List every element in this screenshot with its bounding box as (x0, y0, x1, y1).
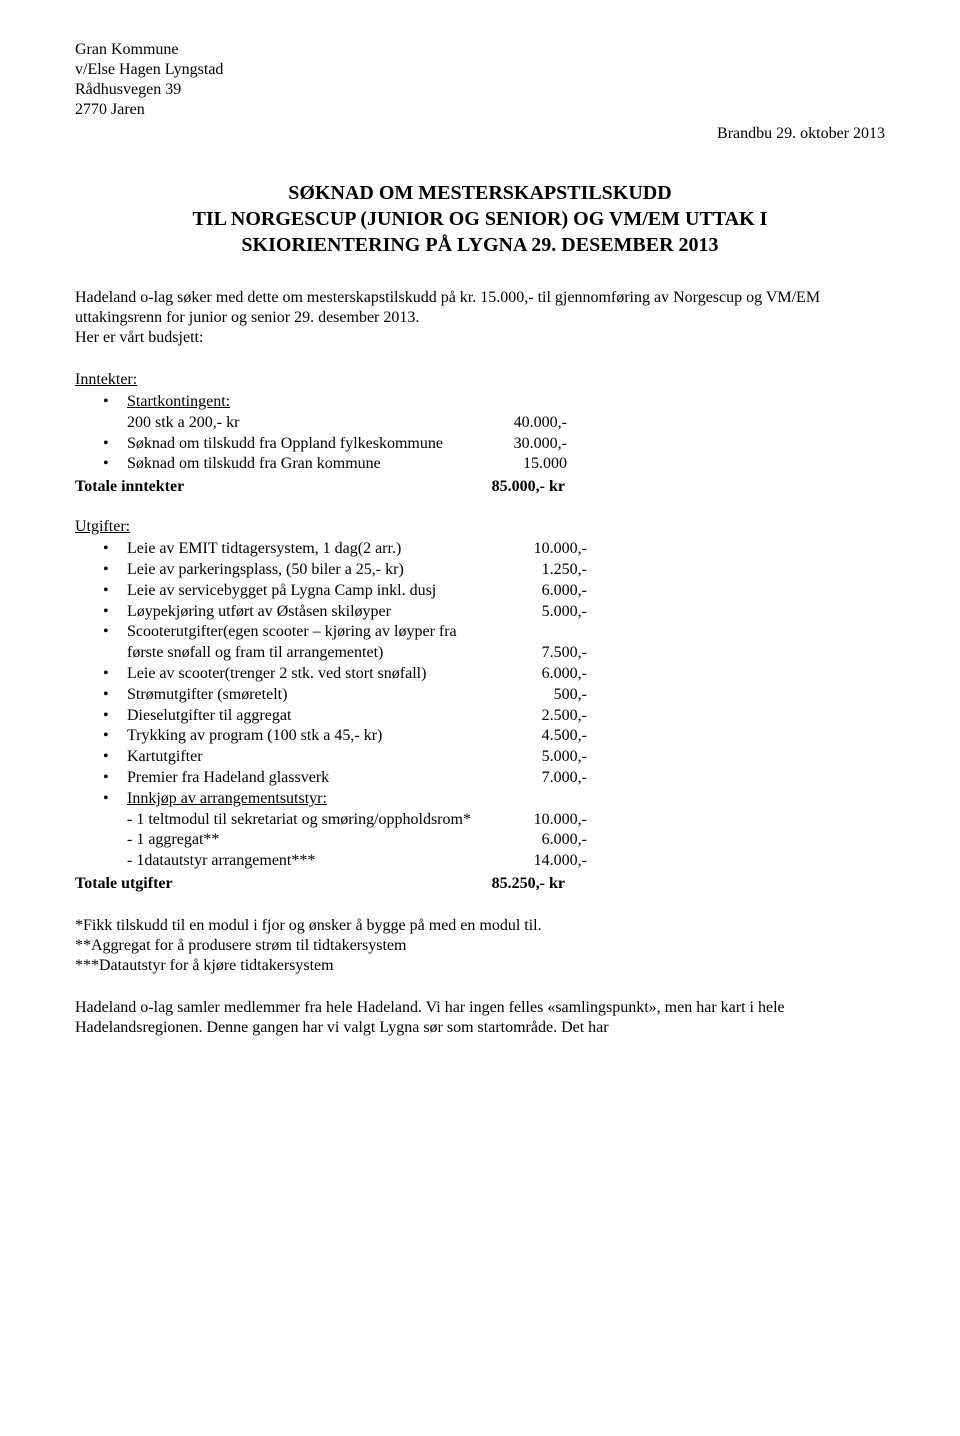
equip1-value: 10.000,- (497, 810, 587, 831)
startkontingent-label: Startkontingent: (127, 393, 230, 410)
expense-label: Leie av parkeringsplass, (50 biler a 25,… (127, 560, 497, 581)
expense-value: 6.000,- (497, 581, 587, 602)
expense-label: Dieselutgifter til aggregat (127, 706, 497, 727)
intro-paragraph: Hadeland o-lag søker med dette om mester… (75, 288, 885, 348)
expense-label: Premier fra Hadeland glassverk (127, 768, 497, 789)
startkontingent-value: 40.000,- (477, 413, 567, 434)
date-place: Brandbu 29. oktober 2013 (75, 124, 885, 144)
startkontingent-sub: 200 stk a 200,- kr (127, 413, 477, 434)
scooter-line1: Scooterutgifter(egen scooter – kjøring a… (127, 623, 457, 640)
list-item: Kartutgifter 5.000,- (103, 747, 885, 768)
oppland-value: 30.000,- (477, 434, 567, 455)
gran-label: Søknad om tilskudd fra Gran kommune (127, 454, 477, 475)
list-item: Trykking av program (100 stk a 45,- kr) … (103, 726, 885, 747)
address-line: v/Else Hagen Lyngstad (75, 60, 885, 80)
intro-text: Hadeland o-lag søker med dette om mester… (75, 289, 820, 326)
expense-value: 6.000,- (497, 664, 587, 685)
title-line: TIL NORGESCUP (JUNIOR OG SENIOR) OG VM/E… (75, 206, 885, 232)
expense-value: 10.000,- (497, 539, 587, 560)
expense-value: 5.000,- (497, 602, 587, 623)
list-item: Premier fra Hadeland glassverk 7.000,- (103, 768, 885, 789)
closing-paragraph: Hadeland o-lag samler medlemmer fra hele… (75, 998, 885, 1038)
list-item: Strømutgifter (smøretelt) 500,- (103, 685, 885, 706)
expense-label: Leie av EMIT tidtagersystem, 1 dag(2 arr… (127, 539, 497, 560)
footnote-line: ***Datautstyr for å kjøre tidtakersystem (75, 956, 885, 976)
list-item: Dieselutgifter til aggregat 2.500,- (103, 706, 885, 727)
equip2-value: 6.000,- (497, 830, 587, 851)
list-item: Leie av servicebygget på Lygna Camp inkl… (103, 581, 885, 602)
address-line: 2770 Jaren (75, 100, 885, 120)
oppland-label: Søknad om tilskudd fra Oppland fylkeskom… (127, 434, 477, 455)
list-item: Søknad om tilskudd fra Oppland fylkeskom… (103, 434, 885, 455)
expenses-total-label: Totale utgifter (75, 874, 173, 894)
title-line: SKIORIENTERING PÅ LYGNA 29. DESEMBER 201… (75, 232, 885, 258)
expense-value: 7.000,- (497, 768, 587, 789)
expenses-total-value: 85.250,- kr (492, 874, 565, 894)
address-line: Gran Kommune (75, 40, 885, 60)
income-list: Startkontingent: 200 stk a 200,- kr 40.0… (75, 392, 885, 475)
list-item: Scooterutgifter(egen scooter – kjøring a… (103, 622, 885, 664)
expense-label: Leie av scooter(trenger 2 stk. ved stort… (127, 664, 497, 685)
income-total: Totale inntekter 85.000,- kr (75, 477, 565, 497)
expenses-total: Totale utgifter 85.250,- kr (75, 874, 565, 894)
expense-value: 1.250,- (497, 560, 587, 581)
list-item: Leie av EMIT tidtagersystem, 1 dag(2 arr… (103, 539, 885, 560)
expense-label: Strømutgifter (smøretelt) (127, 685, 497, 706)
equip3-value: 14.000,- (497, 851, 587, 872)
expense-value: 2.500,- (497, 706, 587, 727)
expense-label: Kartutgifter (127, 747, 497, 768)
expense-value: 5.000,- (497, 747, 587, 768)
scooter-line2: første snøfall og fram til arrangementet… (127, 643, 497, 664)
sender-address: Gran Kommune v/Else Hagen Lyngstad Rådhu… (75, 40, 885, 120)
expenses-list: Leie av EMIT tidtagersystem, 1 dag(2 arr… (75, 539, 885, 872)
list-item: Leie av scooter(trenger 2 stk. ved stort… (103, 664, 885, 685)
footnote-line: **Aggregat for å produsere strøm til tid… (75, 936, 885, 956)
equip2-label: - 1 aggregat** (127, 830, 497, 851)
footnote-line: *Fikk tilskudd til en modul i fjor og øn… (75, 916, 885, 936)
list-item: Leie av parkeringsplass, (50 biler a 25,… (103, 560, 885, 581)
expense-value: 4.500,- (497, 726, 587, 747)
title-line: SØKNAD OM MESTERSKAPSTILSKUDD (75, 180, 885, 206)
list-item: Innkjøp av arrangementsutstyr: - 1 teltm… (103, 789, 885, 872)
list-item: Søknad om tilskudd fra Gran kommune 15.0… (103, 454, 885, 475)
expenses-heading: Utgifter: (75, 517, 885, 537)
intro-text: Her er vårt budsjett: (75, 329, 203, 346)
gran-value: 15.000 (477, 454, 567, 475)
equip1-label: - 1 teltmodul til sekretariat og smøring… (127, 810, 497, 831)
income-total-label: Totale inntekter (75, 477, 184, 497)
income-heading: Inntekter: (75, 370, 885, 390)
expense-label: Leie av servicebygget på Lygna Camp inkl… (127, 581, 497, 602)
list-item: Startkontingent: 200 stk a 200,- kr 40.0… (103, 392, 885, 434)
equipment-heading: Innkjøp av arrangementsutstyr: (127, 790, 327, 807)
scooter-value: 7.500,- (497, 643, 587, 664)
income-total-value: 85.000,- kr (492, 477, 565, 497)
document-title: SØKNAD OM MESTERSKAPSTILSKUDD TIL NORGES… (75, 180, 885, 258)
address-line: Rådhusvegen 39 (75, 80, 885, 100)
expense-label: Trykking av program (100 stk a 45,- kr) (127, 726, 497, 747)
expense-label: Løypekjøring utført av Øståsen skiløyper (127, 602, 497, 623)
equip3-label: - 1datautstyr arrangement*** (127, 851, 497, 872)
expense-value: 500,- (497, 685, 587, 706)
footnotes: *Fikk tilskudd til en modul i fjor og øn… (75, 916, 885, 976)
list-item: Løypekjøring utført av Øståsen skiløyper… (103, 602, 885, 623)
